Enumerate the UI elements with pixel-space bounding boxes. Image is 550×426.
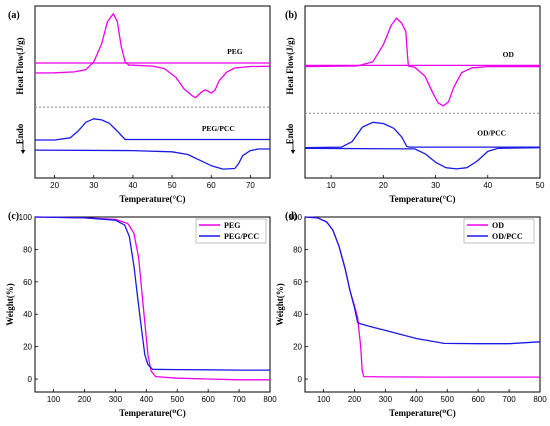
series-line-peg	[34, 13, 271, 99]
x-tick-label: 300	[379, 395, 393, 404]
x-tick-label: 10	[327, 181, 336, 190]
panel-label: (a)	[8, 10, 20, 21]
x-tick-label: 500	[171, 395, 185, 404]
y-axis-label: Weight(%)	[5, 283, 15, 326]
endo-arrow-head	[20, 150, 26, 154]
curve-annotation: OD/PCC	[477, 129, 506, 138]
series-line-peg-pcc	[35, 118, 270, 141]
x-tick-label: 200	[78, 395, 92, 404]
series-line-peg	[34, 216, 270, 381]
legend-box	[463, 218, 535, 244]
tga-chart-peg: (c) 100 200 300 400 500 600 700 800 0 20 40 60 80 100…	[5, 211, 277, 418]
curve-annotation: OD	[503, 50, 515, 59]
legend-label: PEG/PCC	[224, 232, 259, 241]
x-tick-label: 700	[232, 395, 246, 404]
y-tick-label: 0	[298, 375, 303, 384]
x-tick-label: 600	[471, 395, 485, 404]
plot-frame	[304, 5, 541, 179]
dsc-chart-od: (b) 10 20 30 40 50 Temperature(°C) Heat Flow(J…	[285, 5, 545, 204]
y-tick-label: 20	[293, 343, 302, 352]
curve-annotation: PEG/PCC	[202, 124, 235, 133]
x-tick-label: 800	[263, 395, 277, 404]
panel-label: (b)	[285, 10, 297, 21]
legend-box	[195, 218, 267, 244]
series-line-od-pcc	[304, 121, 540, 149]
x-tick-label: 400	[410, 395, 424, 404]
y-axis-label: Heat Flow(J/g)	[15, 37, 25, 94]
series-line-od	[304, 17, 540, 107]
x-tick-label: 40	[128, 181, 137, 190]
y-tick-label: 40	[293, 310, 302, 319]
y-tick-label: 100	[289, 213, 303, 222]
legend-label: PEG	[224, 221, 240, 230]
x-axis-label: Temperature(°C)	[389, 194, 455, 204]
y-axis-label: Heat Flow(J/g)	[285, 37, 295, 94]
x-tick-label: 400	[140, 395, 154, 404]
x-tick-label: 300	[109, 395, 123, 404]
x-tick-label: 30	[89, 181, 98, 190]
curve-annotation: PEG	[227, 47, 243, 56]
series-line-peg-pcc	[34, 216, 270, 371]
tga-chart-od: (d) 100 200 300 400 500 600 700 800 0 20 40 60 80 100…	[275, 211, 547, 418]
y-tick-label: 60	[23, 278, 32, 287]
x-axis-label: Temperature(°C)	[119, 194, 185, 204]
panel-label: (c)	[8, 211, 19, 222]
endo-label: Endo	[15, 123, 25, 144]
endo-arrow-head	[290, 150, 296, 154]
y-tick-label: 40	[23, 310, 32, 319]
plot-frame	[34, 216, 271, 393]
dsc-chart-peg: (a) 20 30 40 50 60 70 Temperature(°C) Heat Flow…	[8, 5, 271, 204]
x-tick-label: 500	[441, 395, 455, 404]
legend-label: OD/PCC	[492, 232, 523, 241]
x-tick-label: 700	[502, 395, 516, 404]
x-tick-label: 50	[536, 181, 545, 190]
series-line-od-pcc-melting	[304, 147, 541, 170]
plot-frame	[34, 5, 271, 179]
y-tick-label: 20	[23, 343, 32, 352]
endo-label: Endo	[285, 123, 295, 144]
x-tick-label: 50	[168, 181, 177, 190]
x-tick-label: 40	[483, 181, 492, 190]
series-line-peg-pcc-melting	[34, 148, 270, 170]
y-tick-label: 60	[293, 278, 302, 287]
x-tick-label: 20	[379, 181, 388, 190]
x-tick-label: 70	[246, 181, 255, 190]
x-tick-label: 100	[47, 395, 61, 404]
y-tick-label: 0	[28, 375, 33, 384]
x-tick-label: 60	[207, 181, 216, 190]
y-tick-label: 80	[293, 245, 302, 254]
plot-frame	[304, 216, 541, 393]
y-axis-label: Weight(%)	[275, 283, 285, 326]
x-tick-label: 200	[348, 395, 362, 404]
y-tick-label: 100	[19, 213, 33, 222]
x-tick-label: 800	[533, 395, 547, 404]
panel-label: (d)	[285, 211, 297, 222]
x-axis-label: Temperature(⁰C)	[389, 408, 455, 418]
x-tick-label: 100	[317, 395, 331, 404]
series-line-od-pcc	[304, 216, 541, 345]
x-tick-label: 600	[201, 395, 215, 404]
x-tick-label: 20	[50, 181, 59, 190]
x-tick-label: 30	[431, 181, 440, 190]
x-axis-label: Temperature(⁰C)	[119, 408, 185, 418]
legend-label: OD	[492, 221, 504, 230]
y-tick-label: 80	[23, 245, 32, 254]
